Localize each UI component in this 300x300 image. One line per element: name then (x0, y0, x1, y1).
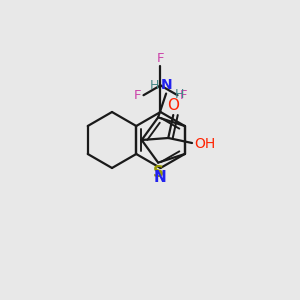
Text: N: N (160, 77, 172, 92)
Text: O: O (167, 98, 179, 113)
Text: F: F (134, 89, 142, 102)
Text: H: H (175, 88, 184, 101)
Text: F: F (157, 52, 164, 65)
Text: H: H (150, 79, 159, 92)
Text: F: F (179, 89, 187, 102)
Text: OH: OH (194, 137, 215, 151)
Text: S: S (153, 165, 164, 180)
Text: N: N (154, 170, 167, 185)
